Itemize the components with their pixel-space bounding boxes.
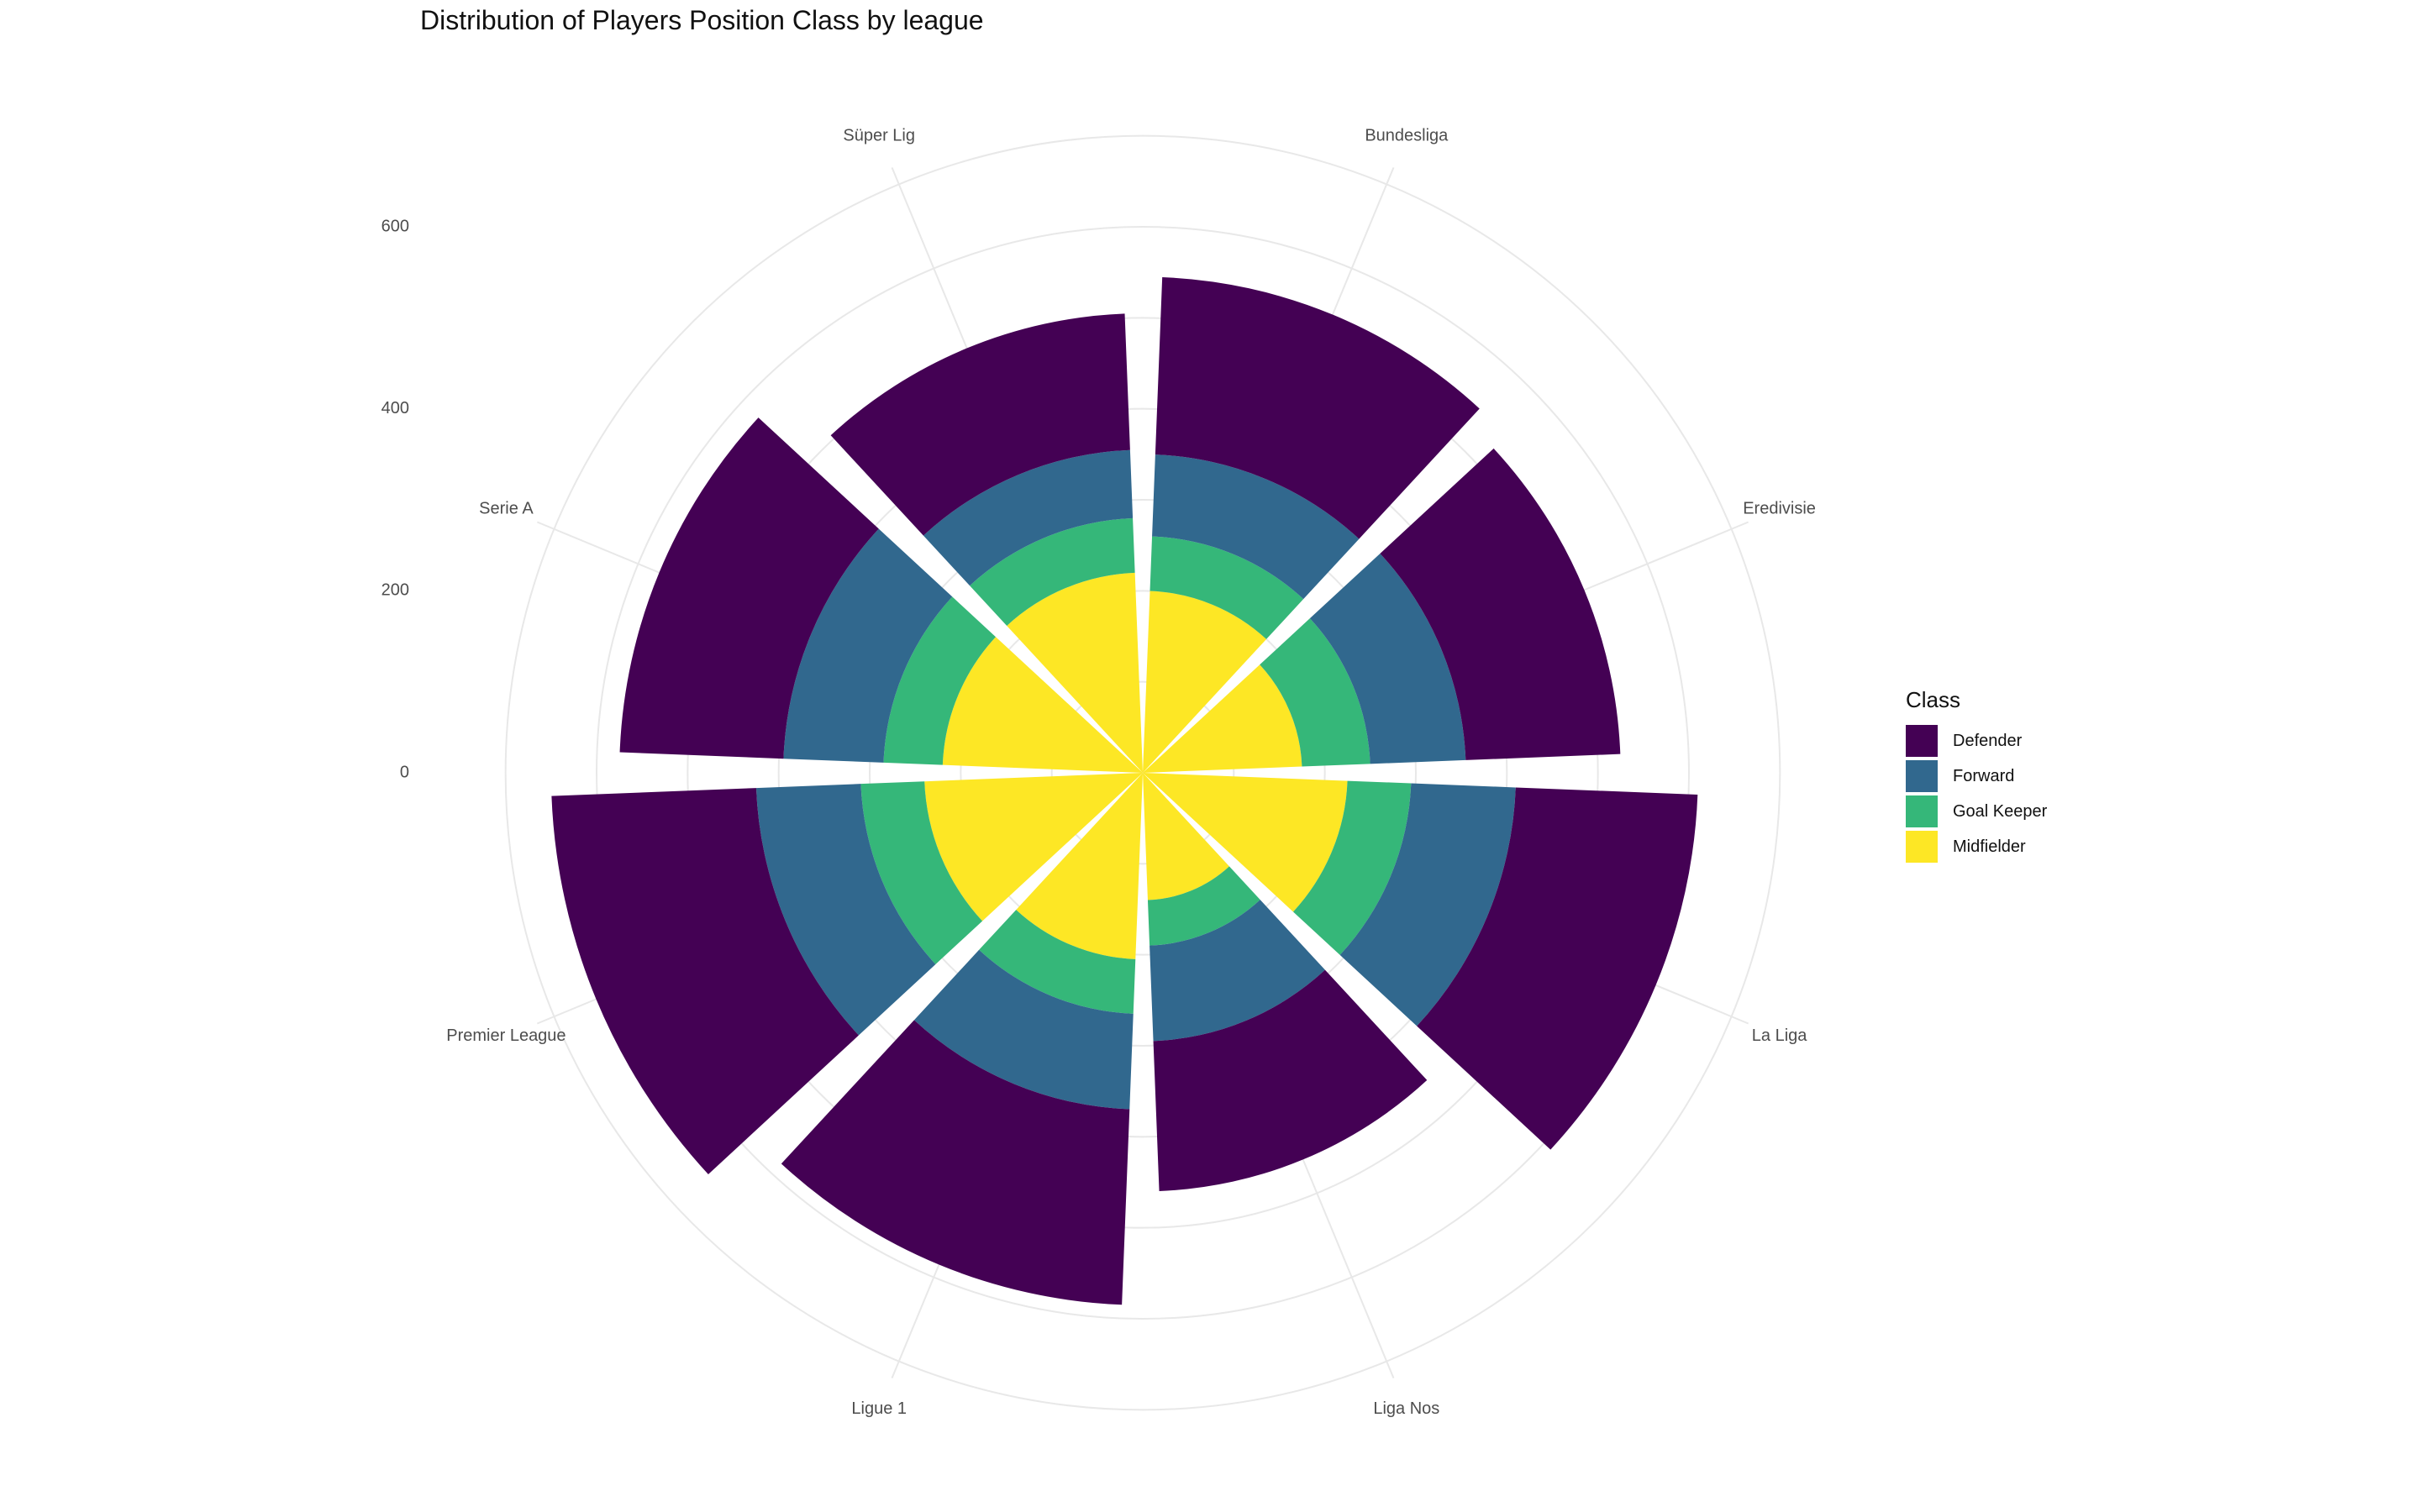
- legend-label: Goal Keeper: [1953, 801, 2048, 821]
- category-label: Bundesliga: [1365, 127, 1449, 145]
- bar-defender-süper-lig: [830, 313, 1130, 536]
- category-label: La Liga: [1752, 1026, 1807, 1045]
- grid-ring: [869, 499, 1417, 1047]
- bar-goal-keeper-bundesliga: [1150, 536, 1304, 639]
- y-tick-label: 400: [381, 399, 409, 417]
- legend-item-defender: Defender: [1906, 723, 2047, 759]
- bar-forward-eredivisie: [1309, 553, 1466, 764]
- grid-ring: [960, 590, 1326, 956]
- bar-defender-premier-league: [551, 788, 859, 1174]
- legend-items: Defender Forward Goal Keeper Midfielder: [1906, 723, 2047, 864]
- bar-forward-serie-a: [783, 528, 953, 763]
- grid-ring: [504, 134, 1781, 1411]
- grid-ring: [1050, 680, 1235, 865]
- bar-midfielder-süper-lig: [1007, 572, 1143, 773]
- legend-swatch: [1906, 831, 1938, 863]
- bar-forward-bundesliga: [1152, 454, 1360, 600]
- legend-label: Midfielder: [1953, 837, 2026, 856]
- legend-swatch: [1906, 795, 1938, 827]
- category-label: Süper Lig: [843, 127, 915, 145]
- bar-forward-ligue-1: [913, 949, 1134, 1110]
- bar-goal-keeper-premier-league: [860, 781, 983, 964]
- bar-midfielder-premier-league: [924, 773, 1143, 921]
- bars-layer: [551, 277, 1698, 1305]
- grid-layer: [504, 134, 1781, 1411]
- bar-defender-liga-nos: [1153, 969, 1428, 1191]
- bar-midfielder-serie-a: [942, 637, 1143, 773]
- bar-goal-keeper-ligue-1: [979, 910, 1136, 1014]
- bar-midfielder-la-liga: [1143, 773, 1348, 912]
- chart-title: Distribution of Players Position Class b…: [420, 5, 984, 35]
- bar-forward-süper-lig: [923, 449, 1134, 586]
- category-label: Premier League: [446, 1026, 566, 1045]
- legend-title: Class: [1906, 687, 1961, 712]
- legend-label: Forward: [1953, 766, 2015, 785]
- bar-goal-keeper-liga-nos: [1147, 866, 1260, 946]
- legend-item-midfielder: Midfielder: [1906, 829, 2047, 864]
- legend-item-goal-keeper: Goal Keeper: [1906, 794, 2047, 829]
- bar-midfielder-bundesliga: [1143, 591, 1267, 773]
- grid-ring: [777, 407, 1508, 1138]
- bar-goal-keeper-serie-a: [883, 596, 996, 765]
- y-tick-label: 0: [400, 763, 409, 781]
- bar-forward-premier-league: [755, 784, 936, 1036]
- grid-ring: [596, 226, 1690, 1320]
- category-label: Eredivisie: [1743, 499, 1816, 517]
- bar-goal-keeper-eredivisie: [1260, 618, 1370, 767]
- legend-swatch: [1906, 760, 1938, 792]
- bar-goal-keeper-süper-lig: [970, 517, 1135, 626]
- bar-midfielder-ligue-1: [1016, 773, 1143, 959]
- legend-label: Defender: [1953, 731, 2023, 750]
- legend-item-forward: Forward: [1906, 759, 2047, 794]
- y-tick-label: 200: [381, 581, 409, 600]
- y-tick-label: 600: [381, 217, 409, 235]
- bar-forward-la-liga: [1339, 783, 1516, 1026]
- grid-ring: [687, 317, 1599, 1229]
- category-label: Liga Nos: [1373, 1399, 1439, 1418]
- bar-defender-eredivisie: [1380, 448, 1621, 760]
- bar-defender-la-liga: [1417, 787, 1698, 1150]
- legend-swatch: [1906, 725, 1938, 757]
- legend: Class Defender Forward Goal Keeper Midfield…: [1906, 687, 2047, 864]
- bar-forward-liga-nos: [1150, 900, 1325, 1042]
- bar-midfielder-eredivisie: [1143, 664, 1302, 773]
- bar-defender-serie-a: [619, 417, 879, 759]
- category-label: Ligue 1: [851, 1399, 907, 1418]
- bar-midfielder-liga-nos: [1143, 773, 1229, 900]
- labels-layer: Bundesliga Eredivisie La Liga Liga Nos Ligue…: [381, 127, 1816, 1418]
- category-label: Serie A: [479, 499, 534, 517]
- bar-goal-keeper-la-liga: [1292, 780, 1412, 955]
- bar-defender-bundesliga: [1155, 277, 1480, 539]
- bar-defender-ligue-1: [781, 1020, 1130, 1305]
